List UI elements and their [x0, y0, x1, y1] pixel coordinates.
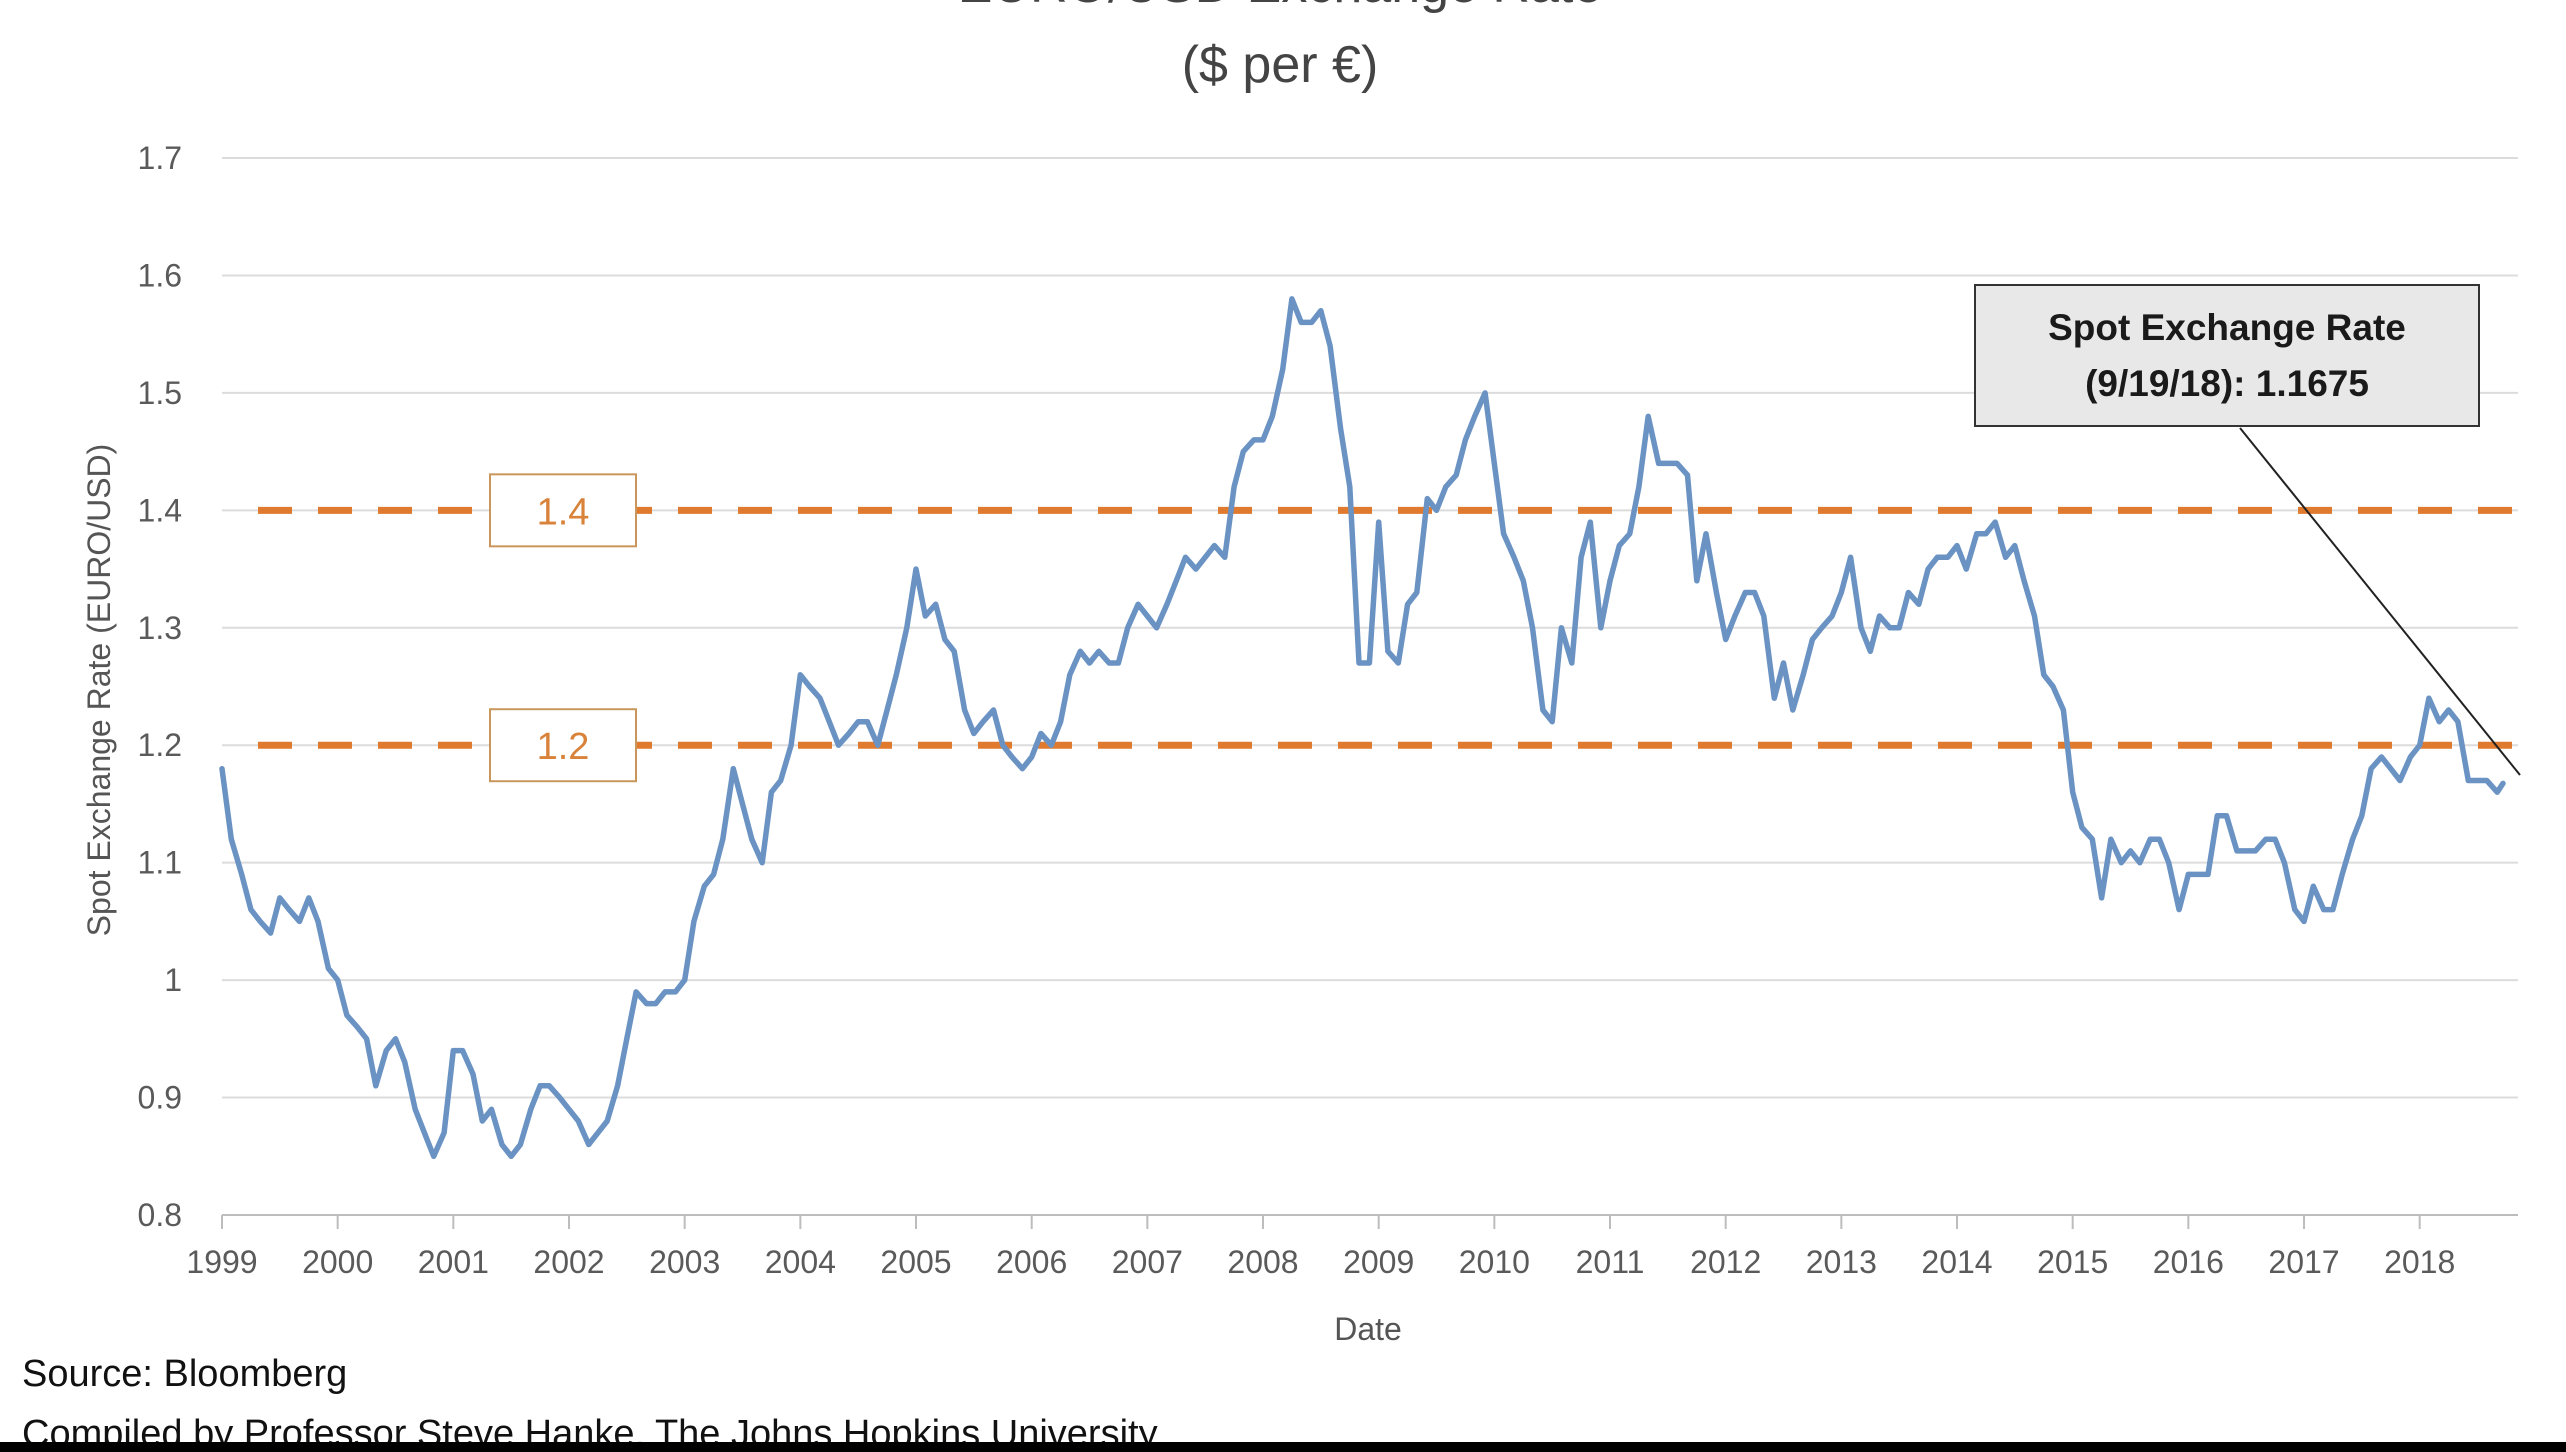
x-tick-label: 2018	[2384, 1244, 2455, 1280]
y-tick-label: 1	[164, 962, 182, 998]
y-tick-label: 0.9	[138, 1080, 182, 1116]
x-tick-label: 2015	[2037, 1244, 2108, 1280]
x-tick-label: 2011	[1576, 1244, 1645, 1280]
x-tick-label: 2012	[1690, 1244, 1761, 1280]
x-tick-labels: 1999 2000 2001 2002 2003 2004 2005 2006 2007 2008…	[186, 1244, 2455, 1280]
y-axis-title: Spot Exchange Rate (EURO/USD)	[81, 444, 117, 937]
x-tick-label: 2001	[418, 1244, 489, 1280]
y-tick-label: 1.6	[138, 257, 182, 293]
y-tick-label: 1.2	[138, 727, 182, 763]
x-tick-label: 2007	[1112, 1244, 1183, 1280]
x-tick-label: 2002	[533, 1244, 604, 1280]
y-tick-label: 1.4	[138, 492, 182, 528]
y-tick-labels: 0.8 0.9 1 1.1 1.2 1.3 1.4 1.5 1.6 1.7	[138, 140, 182, 1233]
reference-label: 1.2	[537, 726, 590, 768]
callout: Spot Exchange Rate (9/19/18): 1.1675	[1974, 284, 2521, 776]
x-tick-label: 2008	[1227, 1244, 1298, 1280]
y-tick-label: 1.1	[138, 845, 182, 881]
chart-subtitle: ($ per €)	[1182, 36, 1379, 94]
x-tick-label: 2000	[302, 1244, 373, 1280]
x-tick-label: 2013	[1806, 1244, 1877, 1280]
callout-line-1: Spot Exchange Rate	[2048, 307, 2406, 348]
x-tick-label: 2016	[2153, 1244, 2224, 1280]
x-axis	[221, 1214, 2518, 1229]
y-tick-label: 1.7	[138, 140, 182, 176]
x-tick-label: 2006	[996, 1244, 1067, 1280]
x-tick-label: 1999	[186, 1244, 257, 1280]
source-text: Source: Bloomberg	[22, 1353, 347, 1395]
reference-label-box	[489, 708, 637, 783]
compiled-text: Compiled by Professor Steve Hanke, The J…	[22, 1413, 1158, 1442]
x-tick-label: 2005	[880, 1244, 951, 1280]
callout-box	[1974, 284, 2480, 427]
reference-labels: 1.4 1.2	[489, 473, 637, 783]
y-tick-label: 0.8	[138, 1197, 182, 1233]
x-tick-label: 2004	[765, 1244, 836, 1280]
x-axis-title: Date	[1334, 1311, 1402, 1347]
callout-line-2: (9/19/18): 1.1675	[2085, 363, 2369, 404]
x-tick-label: 2010	[1459, 1244, 1530, 1280]
reference-label-box	[489, 473, 637, 548]
x-tick-label: 2009	[1343, 1244, 1414, 1280]
y-tick-label: 1.5	[138, 375, 182, 411]
reference-label: 1.4	[537, 491, 590, 533]
y-tick-label: 1.3	[138, 610, 182, 646]
x-tick-label: 2017	[2268, 1244, 2339, 1280]
chart-titles: EURO/USD Exchange Rate ($ per €)	[958, 0, 1603, 94]
x-tick-label: 2014	[1921, 1244, 1992, 1280]
chart-title: EURO/USD Exchange Rate	[958, 0, 1603, 14]
series-line	[219, 296, 2506, 1160]
x-tick-label: 2003	[649, 1244, 720, 1280]
callout-leader-line	[2239, 427, 2521, 776]
